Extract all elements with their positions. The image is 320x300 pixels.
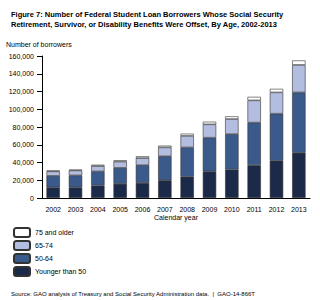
svg-text:20,000: 20,000 [13, 177, 35, 184]
svg-text:Calendar year: Calendar year [154, 214, 199, 222]
svg-text:0: 0 [30, 195, 34, 202]
svg-text:Retirement, Survivor, or Disab: Retirement, Survivor, or Disability Bene… [11, 20, 277, 29]
svg-text:2009: 2009 [202, 206, 218, 213]
svg-text:40,000: 40,000 [13, 159, 35, 166]
svg-text:75 and older: 75 and older [35, 229, 75, 236]
svg-text:2013: 2013 [291, 206, 307, 213]
svg-text:Figure 7: Number of Federal St: Figure 7: Number of Federal Student Loan… [11, 10, 285, 19]
svg-text:Number of borrowers: Number of borrowers [6, 41, 72, 48]
svg-text:Younger than 50: Younger than 50 [35, 268, 86, 276]
svg-text:65-74: 65-74 [35, 242, 53, 249]
svg-text:2012: 2012 [269, 206, 285, 213]
svg-text:100,000: 100,000 [9, 106, 34, 113]
svg-text:2008: 2008 [179, 206, 195, 213]
svg-text:2010: 2010 [224, 206, 240, 213]
svg-text:60,000: 60,000 [13, 141, 35, 148]
svg-text:80,000: 80,000 [13, 124, 35, 131]
svg-text:160,000: 160,000 [9, 53, 34, 60]
svg-text:2007: 2007 [157, 206, 173, 213]
svg-text:2005: 2005 [112, 206, 128, 213]
svg-text:2003: 2003 [68, 206, 84, 213]
svg-text:Source: GAO analysis of Treasu: Source: GAO analysis of Treasury and Soc… [11, 291, 255, 297]
svg-text:120,000: 120,000 [9, 88, 34, 95]
svg-text:2004: 2004 [90, 206, 106, 213]
svg-text:2002: 2002 [45, 206, 61, 213]
svg-text:140,000: 140,000 [9, 70, 34, 77]
svg-text:2011: 2011 [247, 206, 262, 213]
svg-text:2006: 2006 [135, 206, 151, 213]
svg-text:50-64: 50-64 [35, 255, 53, 262]
